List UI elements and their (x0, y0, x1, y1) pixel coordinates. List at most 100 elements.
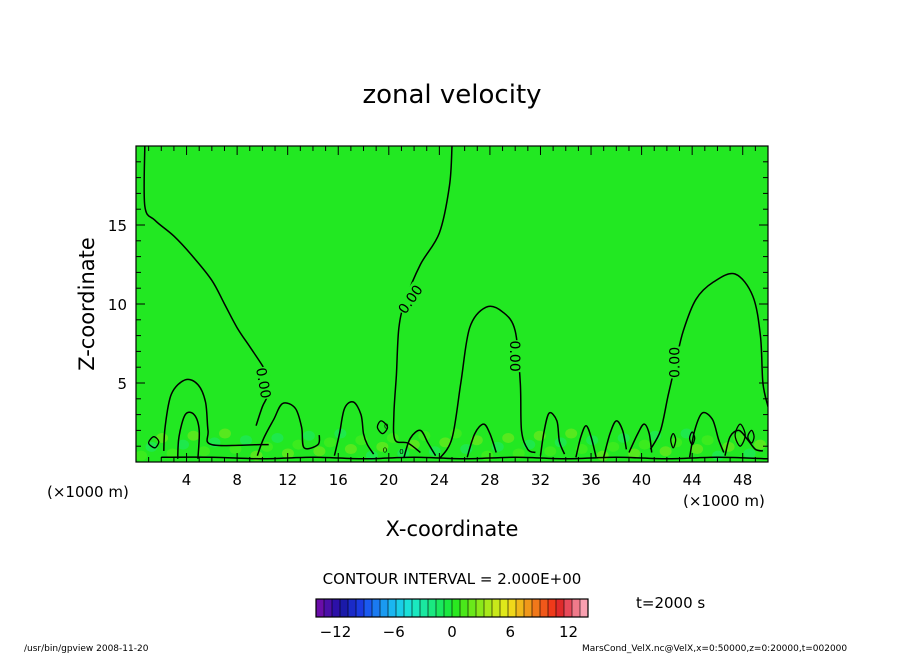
surface-blob (617, 432, 630, 443)
colorbar-swatch (340, 599, 349, 617)
colorbar-swatch (452, 599, 461, 617)
contour-label-small: 0 (399, 448, 403, 456)
surface-blob (177, 439, 190, 450)
x-tick-label: 24 (430, 471, 449, 489)
contour-label-bg (394, 281, 427, 317)
colorbar-swatch (436, 599, 445, 617)
contour-label-small: 0 (383, 446, 387, 454)
contour-label: 0.00 (667, 347, 683, 378)
colorbar-frame (315, 598, 589, 618)
surface-blob (302, 430, 315, 441)
surface-blob (743, 448, 756, 459)
x-tick-label: 44 (683, 471, 702, 489)
time-label: t=2000 s (636, 594, 705, 612)
closed-contour (688, 431, 696, 446)
surface-blob (554, 437, 567, 448)
x-axis-ticks: 4 8 12 16 20 24 28 32 36 40 44 48 (148, 146, 756, 489)
contour-line (256, 402, 321, 456)
colorbar-swatch (316, 599, 325, 617)
contour-line (688, 411, 725, 458)
x-tick-label: 20 (379, 471, 398, 489)
surface-blob (407, 439, 420, 450)
surface-blob (649, 430, 662, 441)
surface-blob (638, 439, 651, 450)
y-axis-label: Z-coordinate (75, 237, 99, 371)
surface-blob (334, 428, 347, 439)
colorbar-swatch (564, 599, 573, 617)
surface-blob (596, 450, 609, 461)
colorbar-swatch (572, 599, 581, 617)
surface-blob (701, 435, 714, 446)
contour-line (403, 429, 437, 458)
surface-blob (271, 432, 284, 443)
colorbar-swatch (476, 599, 485, 617)
surface-blob (439, 437, 452, 448)
contour-interval-label: CONTOUR INTERVAL = 2.000E+00 (323, 570, 582, 588)
closed-contour (734, 423, 746, 447)
surface-blob (722, 441, 735, 452)
surface-blob (659, 446, 672, 457)
y-tick-label: 5 (117, 375, 127, 393)
colorbar-swatch (532, 599, 541, 617)
contour-line (163, 378, 269, 451)
colorbar-tick-label: −6 (383, 623, 405, 641)
contour-line (539, 411, 566, 456)
x-tick-label: 32 (531, 471, 550, 489)
colorbar-swatch (380, 599, 389, 617)
colorbar-swatch (356, 599, 365, 617)
surface-blob (607, 441, 620, 452)
colorbar (315, 598, 589, 618)
surface-blob (313, 446, 326, 457)
colorbar-tick-label: 12 (559, 623, 578, 641)
colorbar-swatch (508, 599, 517, 617)
x-tick-label: 48 (733, 471, 752, 489)
x-tick-label: 12 (278, 471, 297, 489)
closed-contour (747, 429, 755, 444)
contour-label-small: 0 (384, 423, 388, 431)
x-tick-label: 40 (632, 471, 651, 489)
footer-left: /usr/bin/gpview 2008-11-20 (24, 644, 149, 654)
contour-line (628, 423, 653, 453)
surface-blob (229, 444, 242, 455)
colorbar-swatch (372, 599, 381, 617)
y-axis-ticks: 5 10 15 (108, 161, 768, 447)
contour-line (392, 146, 453, 454)
colorbar-swatch (540, 599, 549, 617)
x-unit-left: (×1000 m) (47, 483, 129, 501)
surface-blob (670, 437, 683, 448)
colorbar-swatch (332, 599, 341, 617)
colorbar-tick-label: 6 (506, 623, 516, 641)
colorbar-swatch (396, 599, 405, 617)
colorbar-swatch (468, 599, 477, 617)
x-tick-label: 28 (480, 471, 499, 489)
chart-title: zonal velocity (362, 80, 541, 110)
footer-right: MarsCond_VelX.nc@VelX,x=0:50000,z=0:2000… (582, 644, 847, 654)
surface-blob (628, 448, 641, 459)
surface-blob (691, 444, 704, 455)
colorbar-swatch (412, 599, 421, 617)
contour-line (649, 272, 768, 450)
colorbar-swatch (348, 599, 357, 617)
surface-blob (544, 446, 557, 457)
surface-blob (187, 430, 200, 441)
surface-blob (292, 439, 305, 450)
colorbar-tick-label: −12 (320, 623, 352, 641)
x-tick-label: 8 (232, 471, 242, 489)
closed-contour (147, 436, 160, 449)
closed-contour (670, 432, 677, 449)
surface-blob (502, 432, 515, 443)
colorbar-swatch (580, 599, 589, 617)
colorbar-swatch (324, 599, 333, 617)
colorbar-swatch (484, 599, 493, 617)
surface-blob (239, 435, 252, 446)
colorbar-swatch (388, 599, 397, 617)
surface-blob (376, 441, 389, 452)
contour-label: 0.00 (252, 366, 273, 399)
surface-blob (218, 428, 231, 439)
surface-blob (565, 428, 578, 439)
velocity-field (136, 146, 768, 462)
surface-blob (166, 448, 179, 459)
contour-label: 0.00 (506, 341, 522, 372)
